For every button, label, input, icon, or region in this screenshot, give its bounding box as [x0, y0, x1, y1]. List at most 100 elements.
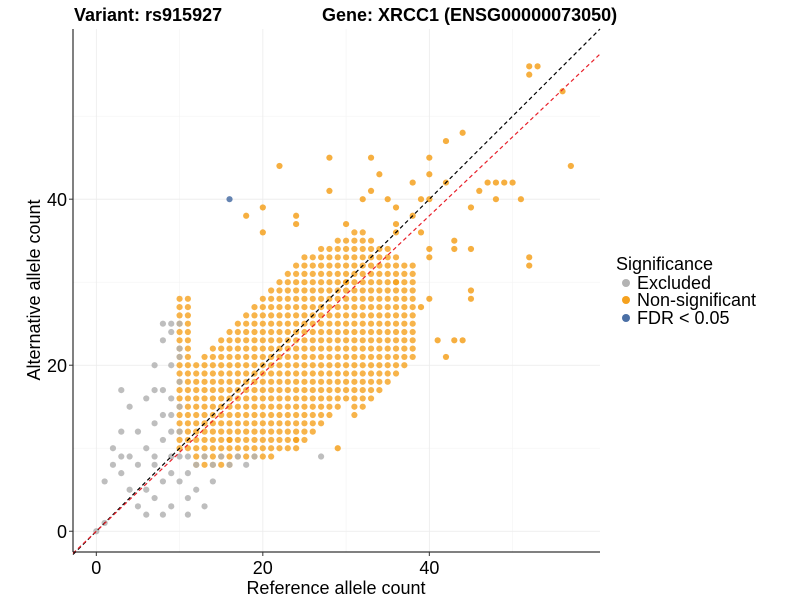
data-point-excluded: [118, 428, 125, 435]
x-tick-label: 20: [253, 558, 273, 578]
data-point-non-significant: [259, 337, 266, 344]
legend-marker-non-significant: [622, 296, 630, 304]
data-point-non-significant: [301, 353, 308, 361]
data-point-non-significant: [301, 270, 308, 277]
data-point-non-significant: [259, 378, 266, 385]
data-point-non-significant: [218, 362, 225, 369]
data-point-non-significant: [301, 395, 308, 402]
data-point-non-significant: [342, 220, 350, 228]
data-point-non-significant: [409, 320, 416, 327]
data-point-non-significant: [351, 370, 358, 377]
data-point-non-significant: [392, 204, 400, 211]
data-point-non-significant: [284, 304, 291, 311]
data-point-non-significant: [301, 312, 308, 319]
data-point-non-significant: [484, 179, 491, 186]
data-point-non-significant: [334, 254, 341, 261]
grid-lines: [73, 29, 600, 552]
y-tick-label: 0: [57, 522, 67, 542]
data-point-excluded: [118, 470, 125, 477]
data-point-non-significant: [193, 453, 200, 460]
data-point-non-significant: [251, 436, 258, 444]
data-point-excluded: [201, 503, 208, 510]
data-point-non-significant: [367, 304, 375, 311]
data-point-non-significant: [426, 171, 433, 178]
data-point-non-significant: [326, 328, 333, 336]
data-point-non-significant: [342, 328, 350, 336]
data-point-non-significant: [284, 345, 291, 352]
data-point-non-significant: [234, 436, 241, 444]
data-point-non-significant: [326, 353, 333, 361]
data-point-non-significant: [359, 395, 366, 402]
data-point-non-significant: [184, 403, 191, 410]
data-point-non-significant: [317, 320, 325, 327]
data-point-non-significant: [209, 370, 216, 377]
data-point-excluded: [101, 478, 108, 485]
data-point-excluded: [151, 420, 158, 427]
data-point-non-significant: [451, 337, 458, 344]
data-point-non-significant: [351, 245, 358, 253]
data-point-non-significant: [284, 362, 291, 369]
data-point-non-significant: [276, 387, 283, 394]
data-point-non-significant: [376, 353, 383, 361]
data-point-non-significant: [209, 395, 216, 402]
data-point-non-significant: [251, 428, 258, 435]
data-point-non-significant: [334, 362, 341, 369]
data-point-non-significant: [317, 395, 325, 402]
data-point-non-significant: [234, 378, 241, 385]
data-point-excluded: [143, 445, 150, 452]
data-point-non-significant: [184, 312, 191, 319]
data-point-non-significant: [367, 337, 375, 344]
data-point-non-significant: [359, 362, 366, 369]
data-point-excluded: [159, 511, 167, 518]
data-point-non-significant: [284, 312, 291, 319]
data-point-non-significant: [201, 461, 208, 468]
data-point-non-significant: [301, 254, 308, 261]
data-point-non-significant: [351, 345, 358, 352]
data-point-non-significant: [342, 345, 350, 352]
data-point-non-significant: [301, 337, 308, 344]
data-point-non-significant: [567, 162, 574, 170]
data-point-non-significant: [209, 387, 216, 394]
data-point-excluded: [109, 461, 117, 468]
data-point-non-significant: [293, 287, 300, 294]
data-point-non-significant: [176, 436, 183, 444]
data-point-non-significant: [392, 362, 400, 369]
data-point-non-significant: [367, 295, 375, 302]
data-point-non-significant: [309, 270, 316, 277]
data-point-non-significant: [359, 312, 366, 319]
data-point-non-significant: [226, 353, 233, 361]
data-point-non-significant: [409, 295, 416, 302]
data-point-non-significant: [251, 328, 258, 336]
data-point-non-significant: [201, 370, 208, 377]
data-point-non-significant: [293, 428, 300, 435]
data-point-excluded: [126, 486, 133, 493]
data-point-non-significant: [367, 353, 375, 361]
data-point-non-significant: [342, 378, 350, 385]
data-point-non-significant: [251, 312, 258, 319]
data-point-non-significant: [226, 387, 233, 394]
data-point-non-significant: [293, 420, 300, 427]
data-point-non-significant: [293, 304, 300, 311]
data-point-non-significant: [309, 370, 316, 377]
data-point-non-significant: [268, 295, 275, 302]
data-point-non-significant: [526, 71, 533, 78]
data-point-non-significant: [326, 270, 333, 277]
data-point-excluded: [118, 387, 125, 394]
data-point-non-significant: [326, 262, 333, 269]
data-point-non-significant: [367, 378, 375, 385]
data-point-non-significant: [392, 304, 400, 311]
data-point-excluded: [159, 320, 167, 327]
data-point-non-significant: [326, 370, 333, 377]
data-point-non-significant: [559, 88, 566, 95]
data-point-non-significant: [342, 270, 350, 277]
data-point-non-significant: [243, 445, 250, 452]
data-point-excluded: [151, 461, 158, 468]
data-point-non-significant: [301, 378, 308, 385]
data-point-non-significant: [334, 378, 341, 385]
data-point-non-significant: [409, 279, 416, 286]
data-point-non-significant: [184, 337, 191, 344]
data-point-non-significant: [268, 453, 275, 460]
y-tick-labels: 0 20 40: [47, 190, 73, 542]
data-point-excluded: [193, 461, 200, 468]
data-point-non-significant: [176, 370, 183, 377]
